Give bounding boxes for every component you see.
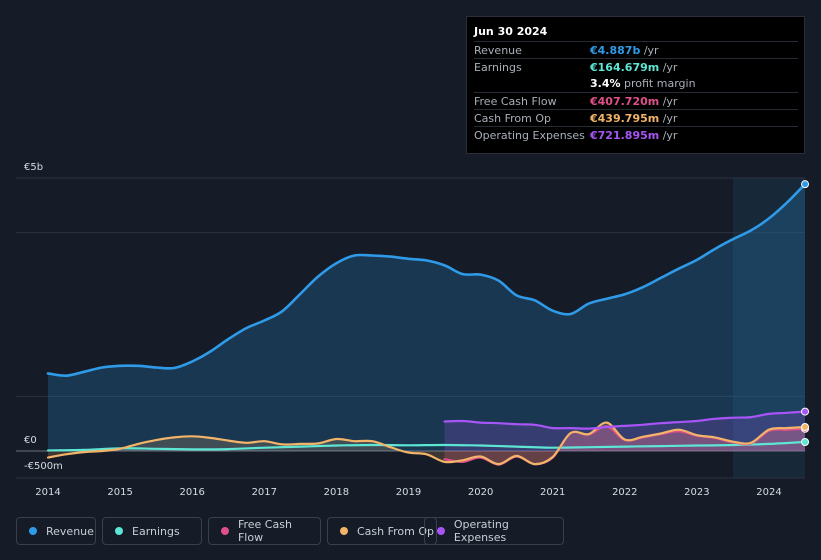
legend-dot-icon [115,527,123,535]
tooltip-row-opex: Operating Expenses €721.895m /yr [474,126,798,143]
tooltip-label: Cash From Op [474,112,552,125]
tooltip-row-cfo: Cash From Op €439.795m /yr [474,109,798,126]
tooltip-row-margin: 3.4% profit margin [474,75,798,92]
revenue-endpoint [801,180,810,189]
tooltip-value: €164.679m /yr [590,61,678,74]
tooltip-value: 3.4% profit margin [590,77,696,90]
revenue-area [48,184,806,451]
tooltip-value: €4.887b /yr [590,44,659,57]
y-tick-label: €0 [24,435,37,446]
legend-item-revenue[interactable]: Revenue [16,517,96,545]
legend-label: Operating Expenses [453,518,509,544]
operating-expenses-line [443,410,807,430]
x-tick-label: 2017 [252,487,277,498]
legend-dot-icon [29,527,37,535]
tooltip-label: Revenue [474,44,522,57]
legend-dot-icon [221,527,229,535]
legend-label: Earnings [132,524,180,538]
x-tick-label: 2014 [35,487,60,498]
operating-expenses-endpoint [801,407,810,416]
legend-item-free-cash-flow[interactable]: Free Cash Flow [208,517,321,545]
tooltip-row-fcf: Free Cash Flow €407.720m /yr [474,92,798,109]
x-tick-label: 2020 [468,487,493,498]
tooltip-row-earnings: Earnings €164.679m /yr [474,58,798,75]
earnings-line [46,440,807,452]
cash-from-op-endpoint [801,422,810,431]
legend-item-operating-expenses[interactable]: Operating Expenses [424,517,564,545]
y-tick-label: -€500m [24,461,63,472]
tooltip-label: Free Cash Flow [474,95,557,108]
operating-expenses-area [444,411,806,451]
series-fills [48,184,806,465]
x-tick-label: 2018 [324,487,349,498]
tooltip-value: €439.795m /yr [590,112,678,125]
earnings-endpoint [801,438,810,447]
revenue-line [46,182,807,378]
legend-label: Revenue [46,524,94,538]
legend-item-cash-from-op[interactable]: Cash From Op [327,517,437,545]
x-tick-label: 2022 [612,487,637,498]
tooltip-row-revenue: Revenue €4.887b /yr [474,41,798,58]
x-tick-label: 2019 [396,487,421,498]
cash-from-op-line [46,421,807,466]
series-lines [46,182,807,466]
tooltip-panel: Jun 30 2024 Revenue €4.887b /yr Earnings… [466,16,805,154]
tooltip-label: Operating Expenses [474,129,585,142]
legend-label: Cash From Op [357,524,435,538]
free-cash-flow-area [444,426,806,465]
tooltip-value: €407.720m /yr [590,95,678,108]
legend-label: Free Cash Flow [237,518,292,544]
legend-dot-icon [437,527,445,535]
x-tick-label: 2016 [179,487,204,498]
legend-item-earnings[interactable]: Earnings [102,517,202,545]
y-tick-label: €5b [24,162,43,173]
tooltip-label: Earnings [474,61,522,74]
x-tick-label: 2015 [107,487,132,498]
legend-dot-icon [340,527,348,535]
tooltip-date: Jun 30 2024 [474,25,548,38]
tooltip-value: €721.895m /yr [590,129,678,142]
series-endpoints [801,180,810,447]
x-tick-label: 2024 [756,487,781,498]
y-axis-labels: €5b €0 -€500m [24,162,63,472]
gridlines [16,177,805,479]
x-tick-label: 2021 [540,487,565,498]
x-axis-labels: 2014 2015 2016 2017 2018 2019 2020 2021 2022 2023… [35,487,781,498]
x-tick-label: 2023 [684,487,709,498]
